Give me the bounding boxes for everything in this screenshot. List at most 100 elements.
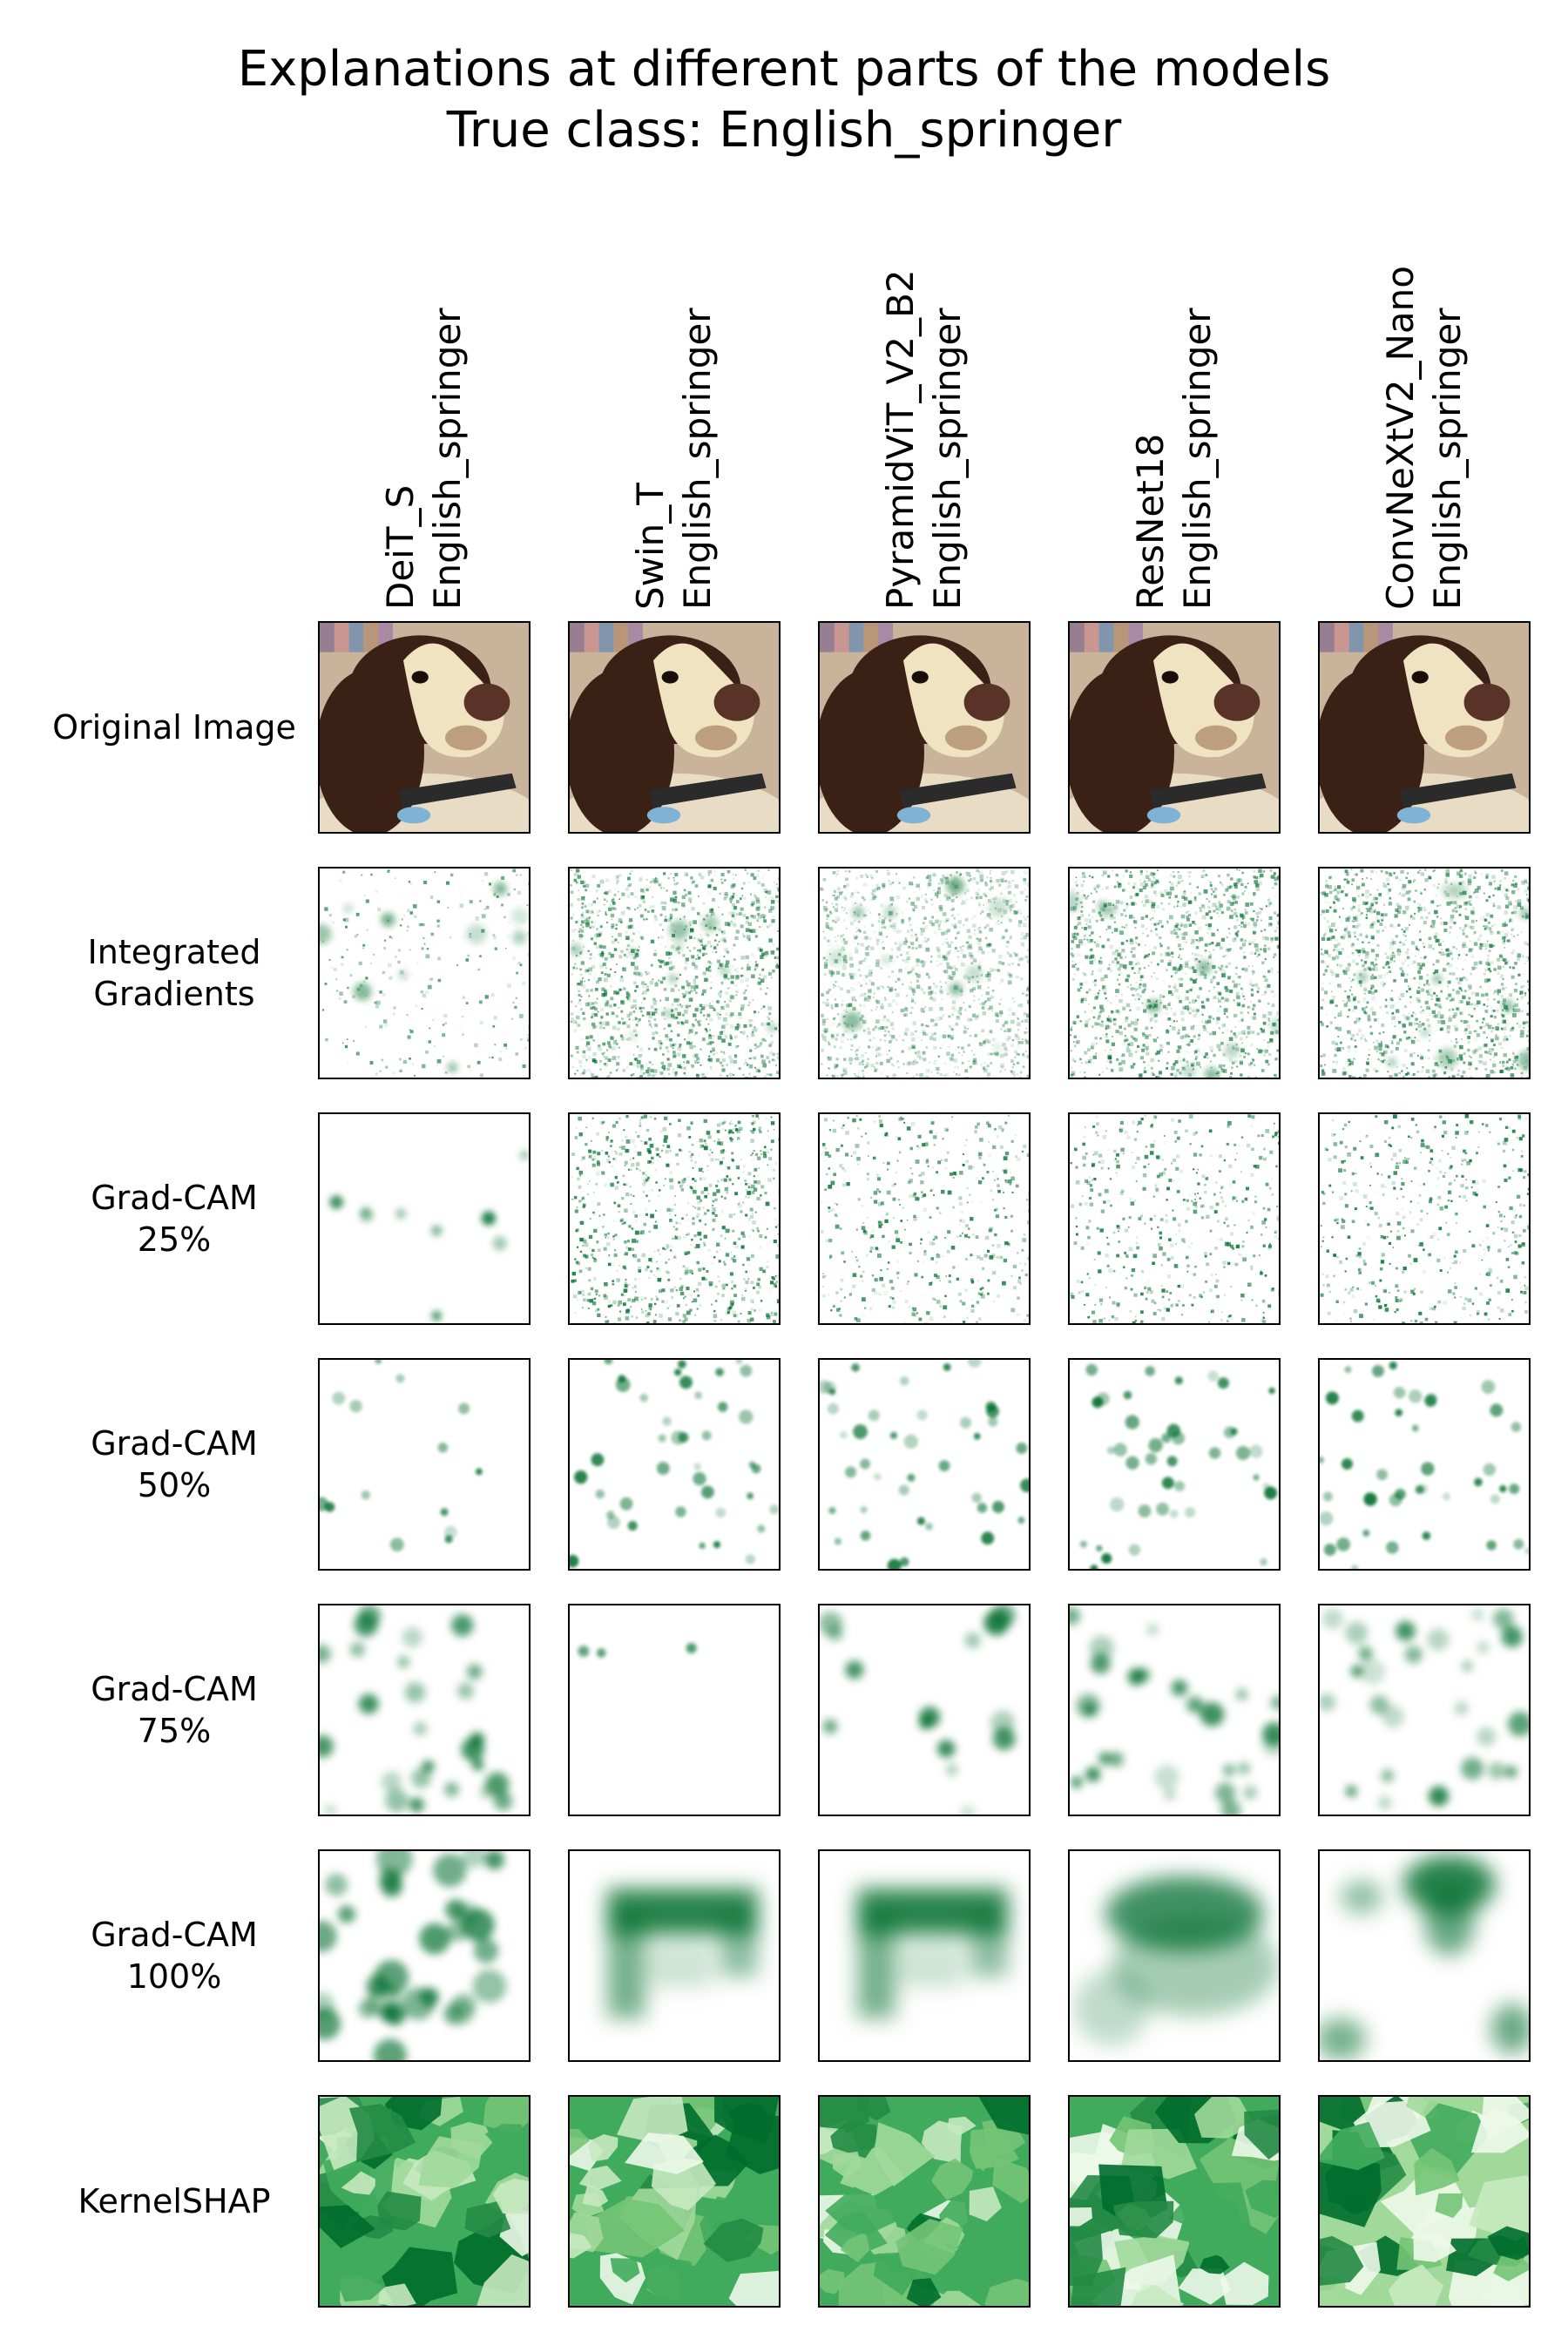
model-name: PyramidViT_V2_B2 <box>879 269 922 610</box>
row-label-line: Grad-CAM <box>91 1179 258 1217</box>
column-header: DeiT_S English_springer <box>359 209 490 610</box>
gradcam-100-map <box>1073 1876 1279 2046</box>
model-name: DeiT_S <box>379 484 422 610</box>
row-label-line: Grad-CAM <box>91 1670 258 1708</box>
row-label: Original Image <box>26 706 322 748</box>
gradcam-50-map <box>1079 1363 1278 1569</box>
kernelshap-map <box>570 2097 779 2306</box>
gradcam-25-cell <box>818 1112 1031 1325</box>
gradcam-75-map <box>1320 1608 1529 1810</box>
integrated-gradients-map <box>820 868 1029 1078</box>
kernelshap-map <box>1320 2097 1529 2306</box>
gradcam-100-cell <box>1318 1849 1531 2062</box>
integrated-gradients-cell <box>318 867 531 1079</box>
figure-title: Explanations at different parts of the m… <box>237 41 1331 98</box>
predicted-class: English_springer <box>1426 308 1469 610</box>
row-label: Grad-CAM 50% <box>26 1423 322 1506</box>
gradcam-25-cell <box>318 1112 531 1325</box>
gradcam-25-map <box>329 1150 529 1321</box>
original-image-cell <box>568 621 781 834</box>
original-image-map <box>320 623 529 832</box>
gradcam-100-cell <box>818 1849 1031 2062</box>
original-image-cell <box>1068 621 1281 834</box>
column-header: ConvNeXtV2_Nano English_springer <box>1359 209 1490 610</box>
original-image-cell <box>1318 621 1531 834</box>
original-image-map <box>1070 623 1279 832</box>
column-header: ResNet18 English_springer <box>1109 209 1240 610</box>
predicted-class: English_springer <box>426 308 469 610</box>
row-label-line: KernelSHAP <box>78 2182 271 2220</box>
gradcam-100-map <box>607 1889 758 2018</box>
gradcam-75-cell <box>1318 1604 1531 1816</box>
kernelshap-cell <box>568 2095 781 2308</box>
kernelshap-map <box>820 2097 1029 2306</box>
gradcam-100-map <box>320 1851 507 2060</box>
gradcam-50-map <box>320 1360 483 1552</box>
row-label: Grad-CAM 75% <box>26 1668 322 1752</box>
gradcam-75-map <box>578 1642 697 1658</box>
gradcam-100-map <box>857 1889 1008 2018</box>
kernelshap-cell <box>818 2095 1031 2308</box>
gradcam-50-map <box>570 1360 779 1568</box>
gradcam-75-map <box>320 1605 513 1815</box>
model-name: Swin_T <box>629 483 672 610</box>
row-label-line: Integrated <box>87 933 261 971</box>
integrated-gradients-map <box>570 868 779 1078</box>
gradcam-25-cell <box>1318 1112 1531 1325</box>
integrated-gradients-map <box>320 868 529 1078</box>
original-image-map <box>820 623 1029 832</box>
gradcam-100-cell <box>568 1849 781 2062</box>
gradcam-25-map <box>571 1114 779 1323</box>
row-label-line: Grad-CAM <box>91 1424 258 1463</box>
gradcam-25-map <box>1070 1114 1279 1323</box>
kernelshap-cell <box>318 2095 531 2308</box>
integrated-gradients-cell <box>1318 867 1531 1079</box>
gradcam-75-map <box>1070 1606 1279 1815</box>
gradcam-50-cell <box>1318 1358 1531 1571</box>
original-image-cell <box>818 621 1031 834</box>
column-header: PyramidViT_V2_B2 English_springer <box>859 209 990 610</box>
row-label-line: Gradients <box>93 975 255 1013</box>
row-label-line: 50% <box>137 1466 212 1504</box>
gradcam-75-cell <box>318 1604 531 1816</box>
predicted-class: English_springer <box>676 308 719 610</box>
row-label-line: 25% <box>137 1220 212 1259</box>
gradcam-25-cell <box>1068 1112 1281 1325</box>
gradcam-25-map <box>1320 1114 1529 1323</box>
row-label: Grad-CAM 100% <box>26 1914 322 1997</box>
gradcam-75-map <box>820 1605 1016 1815</box>
integrated-gradients-cell <box>1068 867 1281 1079</box>
row-label-line: 75% <box>137 1712 212 1750</box>
row-label: Grad-CAM 25% <box>26 1177 322 1260</box>
column-header: Swin_T English_springer <box>609 209 740 610</box>
gradcam-50-cell <box>318 1358 531 1571</box>
kernelshap-map <box>1070 2097 1279 2306</box>
gradcam-50-map <box>1320 1361 1529 1569</box>
row-label: Integrated Gradients <box>26 931 322 1015</box>
gradcam-25-map <box>820 1114 1029 1323</box>
figure-subtitle: True class: English_springer <box>446 102 1122 159</box>
row-label-line: Original Image <box>52 708 296 747</box>
row-label-line: Grad-CAM <box>91 1916 258 1954</box>
row-label: KernelSHAP <box>26 2180 322 2222</box>
kernelshap-cell <box>1318 2095 1531 2308</box>
original-image-map <box>570 623 779 832</box>
integrated-gradients-map <box>1320 868 1529 1078</box>
integrated-gradients-cell <box>568 867 781 1079</box>
gradcam-100-map <box>1320 1855 1529 2060</box>
gradcam-50-cell <box>818 1358 1031 1571</box>
model-name: ConvNeXtV2_Nano <box>1379 266 1422 610</box>
gradcam-75-cell <box>1068 1604 1281 1816</box>
original-image-map <box>1320 623 1529 832</box>
gradcam-75-cell <box>818 1604 1031 1816</box>
integrated-gradients-cell <box>818 867 1031 1079</box>
gradcam-100-cell <box>1068 1849 1281 2062</box>
row-label-line: 100% <box>126 1957 222 1996</box>
kernelshap-cell <box>1068 2095 1281 2308</box>
gradcam-25-cell <box>568 1112 781 1325</box>
gradcam-100-cell <box>318 1849 531 2062</box>
gradcam-50-map <box>820 1360 1029 1569</box>
kernelshap-map <box>320 2097 529 2306</box>
predicted-class: English_springer <box>926 308 969 610</box>
gradcam-50-cell <box>568 1358 781 1571</box>
